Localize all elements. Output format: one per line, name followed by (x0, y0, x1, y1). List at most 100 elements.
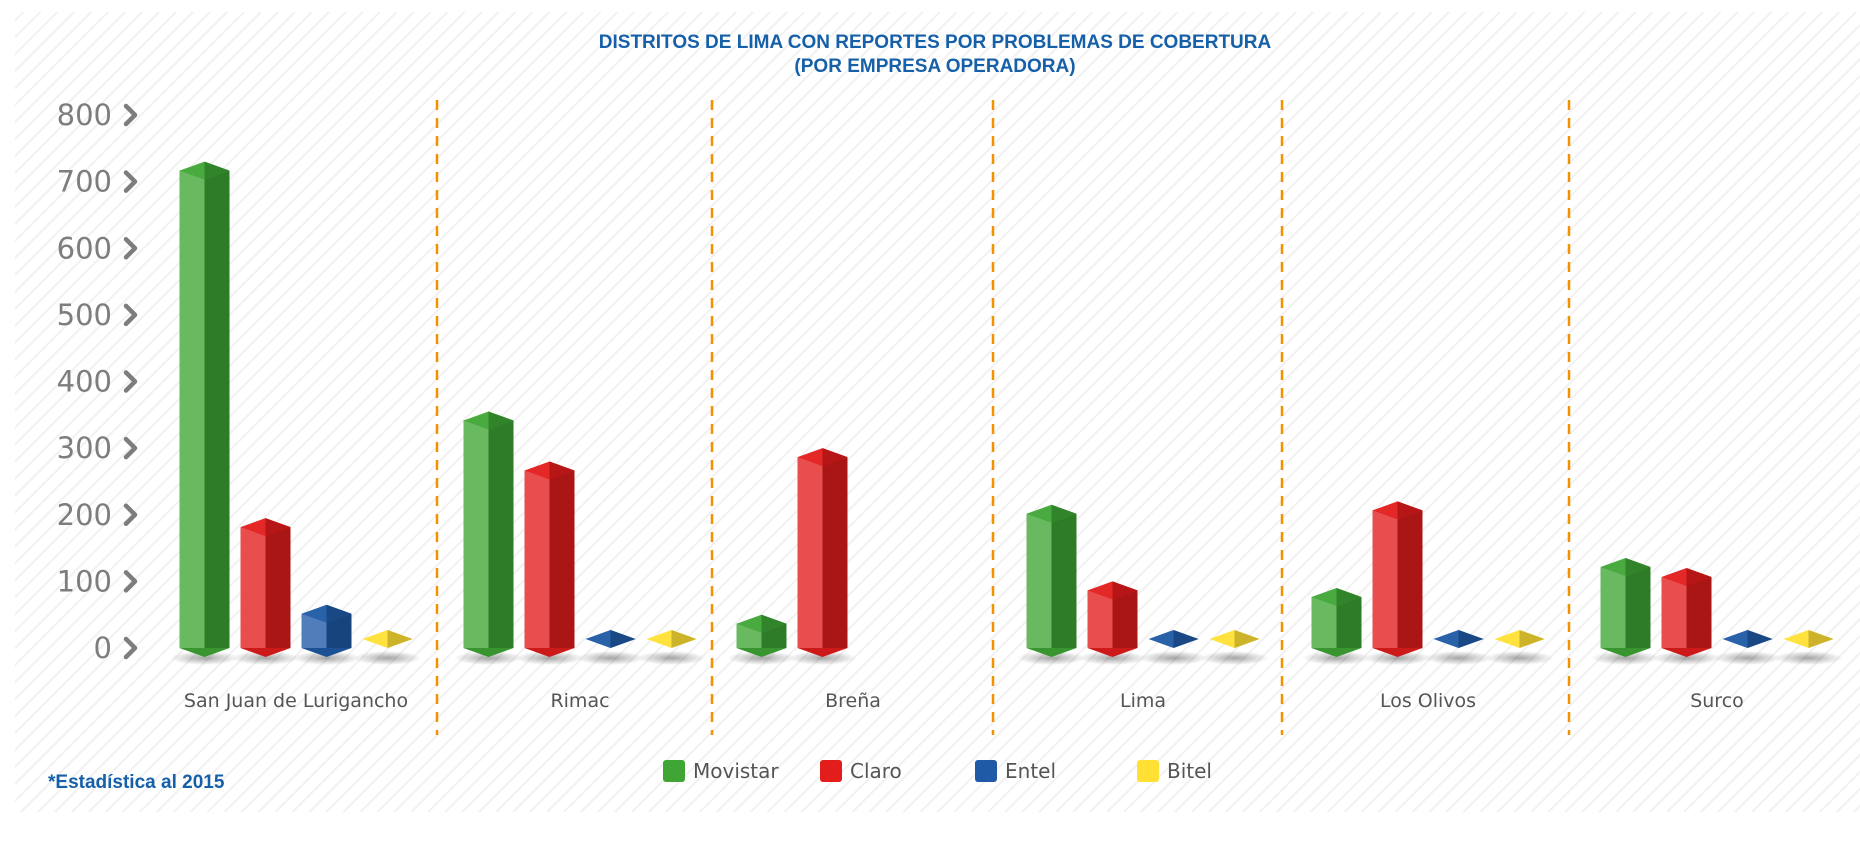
legend-item: Bitel (1137, 759, 1212, 783)
bar-claro (788, 448, 857, 665)
bar-bottom (736, 648, 787, 657)
category-dividers (435, 100, 1571, 735)
bar-movistar (727, 614, 796, 665)
bar-bitel (1774, 630, 1843, 665)
bar-bitel (353, 630, 422, 665)
bar-shadow (1424, 651, 1493, 665)
footnote: *Estadística al 2015 (48, 772, 225, 793)
bar-bottom (1372, 648, 1423, 657)
legend-swatch (820, 760, 842, 782)
bar-shadow (170, 651, 239, 665)
bar-bottom (524, 648, 575, 657)
bar-shadow (637, 651, 706, 665)
bar-bottom (1600, 648, 1651, 657)
bar-shadow (1713, 651, 1782, 665)
bar-bottom (1661, 648, 1712, 657)
bar-entel (576, 630, 645, 665)
bar-top-shade (822, 448, 848, 467)
bar-shadow (788, 651, 857, 665)
bar-face-right (265, 527, 291, 648)
bar-shadow (292, 651, 361, 665)
bar-top-shade (1397, 501, 1423, 520)
bar-face-right (1051, 513, 1077, 648)
x-tick-label: Lima (1120, 690, 1166, 712)
category-group (170, 161, 422, 665)
legend-swatch (663, 760, 685, 782)
category-group (1017, 504, 1269, 665)
legend-swatch (975, 760, 997, 782)
bar-movistar (1017, 504, 1086, 665)
bar-top-shade (671, 630, 697, 648)
x-tick-label: Rimac (550, 690, 609, 712)
bar-shadow (1139, 651, 1208, 665)
bar-top-shade (1112, 581, 1138, 600)
legend-label: Movistar (693, 759, 779, 783)
bar-top-shade (761, 614, 787, 633)
bar-claro (1363, 501, 1432, 665)
bar-top-shade (1051, 504, 1077, 523)
y-tick-label: 700 (57, 165, 112, 199)
chart-title: DISTRITOS DE LIMA CON REPORTES POR PROBL… (599, 32, 1272, 53)
bar-movistar (1302, 588, 1371, 665)
y-tick-label: 300 (57, 431, 112, 465)
bar-face-left (179, 170, 205, 648)
bar-shadow (1302, 651, 1371, 665)
y-axis: 800 700 600 500 400 300 200 100 0 (57, 98, 138, 665)
x-tick-label: Los Olivos (1380, 690, 1476, 712)
bar-top-shade (387, 630, 413, 648)
bar-bitel (1200, 630, 1269, 665)
bar-top-shade (1808, 630, 1834, 648)
bar-face-left (463, 420, 489, 648)
x-axis-labels: San Juan de Lurigancho Rimac Breña Lima Los … (184, 690, 1744, 712)
y-tick-label: 800 (57, 98, 112, 132)
bar-top-shade (1519, 630, 1545, 648)
bar-bottom (1311, 648, 1362, 657)
y-tick-chevron-icon (123, 303, 138, 327)
bar-face-right (1112, 590, 1138, 648)
y-tick-chevron-icon (123, 570, 138, 593)
bar-bottom (240, 648, 291, 657)
bar-top-shade (1336, 588, 1362, 607)
y-tick-label: 200 (57, 498, 112, 532)
bar-top-shade (1173, 630, 1199, 648)
bar-shadow (1078, 651, 1147, 665)
y-tick-label: 400 (57, 365, 112, 399)
bar-entel (1713, 630, 1782, 665)
bar-bottom (463, 648, 514, 657)
bar-face-left (524, 470, 550, 648)
bar-face-right (822, 457, 848, 648)
bar-movistar (1591, 558, 1660, 665)
x-tick-label: San Juan de Lurigancho (184, 690, 408, 712)
bar-top-shade (1686, 568, 1712, 587)
y-tick-chevron-icon (123, 103, 138, 127)
bar-shadow (353, 651, 422, 665)
bar-shadow (1652, 651, 1721, 665)
y-tick-chevron-icon (123, 370, 138, 393)
x-tick-label: Surco (1690, 690, 1744, 712)
bar-movistar (454, 411, 523, 665)
bar-movistar (170, 161, 239, 665)
bar-shadow (454, 651, 523, 665)
legend-item: Movistar (663, 759, 779, 783)
bar-shadow (1485, 651, 1554, 665)
bar-entel (292, 604, 361, 665)
bar-shadow (576, 651, 645, 665)
bar-face-right (1397, 510, 1423, 648)
legend-item: Claro (820, 759, 902, 783)
bar-face-left (1372, 510, 1398, 648)
chart-subtitle: (POR EMPRESA OPERADORA) (794, 56, 1075, 77)
y-tick-label: 500 (57, 298, 112, 332)
bar-shadow (1200, 651, 1269, 665)
bar-top-shade (1458, 630, 1484, 648)
bar-face-right (204, 170, 230, 648)
chart-background (15, 12, 1860, 812)
bar-top-shade (265, 518, 291, 537)
bar-top-shade (204, 161, 230, 180)
bar-top-shade (1234, 630, 1260, 648)
bar-claro (1078, 581, 1147, 665)
category-group (454, 411, 706, 665)
y-tick-chevron-icon (123, 636, 138, 660)
legend-label: Entel (1005, 759, 1056, 783)
